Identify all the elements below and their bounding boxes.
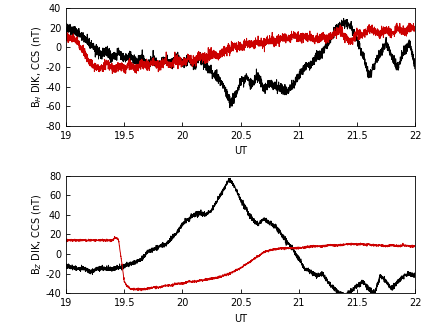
- X-axis label: UT: UT: [234, 314, 247, 324]
- X-axis label: UT: UT: [234, 146, 247, 156]
- Y-axis label: B$_Z$ DIK, CCS (nT): B$_Z$ DIK, CCS (nT): [30, 194, 44, 275]
- Y-axis label: B$_H$ DIK, CCS (nT): B$_H$ DIK, CCS (nT): [30, 26, 44, 108]
